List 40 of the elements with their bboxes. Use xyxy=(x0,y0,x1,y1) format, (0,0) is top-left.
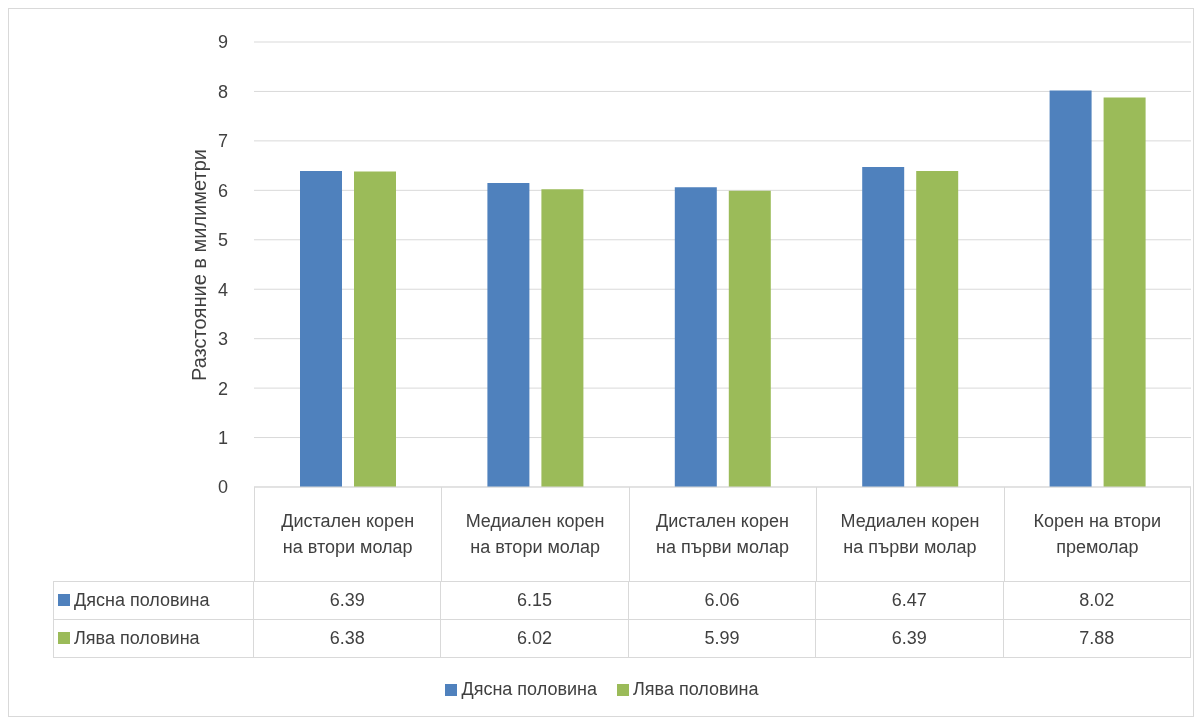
bar xyxy=(728,190,771,487)
y-tick-label: 4 xyxy=(217,279,228,300)
bar xyxy=(1103,97,1146,487)
y-tick-label: 7 xyxy=(217,131,228,152)
data-label: 6.38 xyxy=(253,619,441,658)
y-tick-label: 5 xyxy=(217,230,228,251)
y-tick-label: 1 xyxy=(217,427,228,448)
x-tick-label: Дистален корен на втори молар xyxy=(281,511,415,557)
data-label: 5.99 xyxy=(628,619,816,658)
data-label: 6.39 xyxy=(253,581,441,620)
bar xyxy=(674,187,717,487)
bar xyxy=(862,167,905,487)
x-tick-label: Медиален корен на първи молар xyxy=(840,511,980,557)
bar xyxy=(300,171,342,487)
data-label: 6.06 xyxy=(628,581,816,620)
data-label: 8.02 xyxy=(1003,581,1191,620)
x-tick-label: Медиален корен на втори молар xyxy=(465,511,605,557)
y-tick-label: 0 xyxy=(217,477,228,498)
y-tick-label: 8 xyxy=(217,81,228,102)
y-tick-label: 2 xyxy=(217,378,228,399)
data-label: 6.15 xyxy=(440,581,629,620)
data-label: 6.39 xyxy=(815,619,1004,658)
y-tick-label: 6 xyxy=(217,180,228,201)
text: Дясна половина xyxy=(461,679,597,699)
y-tick-label: 3 xyxy=(217,329,228,350)
text: Лява половина xyxy=(74,628,200,648)
data-label: 6.47 xyxy=(815,581,1004,620)
bar xyxy=(354,171,396,487)
bar xyxy=(1049,90,1092,487)
x-tick-label: Корен на втори премолар xyxy=(1033,511,1162,557)
bar xyxy=(916,171,959,487)
data-label: 6.02 xyxy=(440,619,629,658)
legend-label: Лява половина xyxy=(632,679,759,700)
legend-label: Дясна половина xyxy=(53,581,254,620)
y-axis-title: Разстояние в милиметри xyxy=(187,148,211,381)
bar xyxy=(487,182,530,487)
data-label: 7.88 xyxy=(1003,619,1191,658)
x-tick-label: Дистален корен на първи молар xyxy=(655,511,790,557)
bar xyxy=(541,189,584,487)
y-tick-label: 9 xyxy=(217,32,228,53)
